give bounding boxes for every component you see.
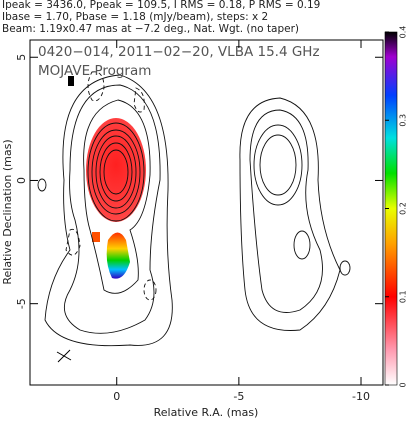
x-tick-label: -10 [352, 390, 370, 403]
x-tick-label: -5 [233, 390, 244, 403]
header-line: Beam: 1.19x0.47 mas at −7.2 deg., Nat. W… [2, 23, 299, 35]
beam [56, 349, 72, 363]
x-tick-label: 0 [113, 390, 120, 403]
header-line: Ibase = 1.70, Pbase = 1.18 (mJy/beam), s… [2, 11, 268, 23]
x-axis-label: Relative R.A. (mas) [154, 406, 259, 419]
y-axis-label: Relative Declination (mas) [1, 139, 14, 284]
y-tick-label: -5 [15, 298, 28, 309]
y-tick-label: 5 [15, 54, 28, 61]
chart-title: 0420−014, 2011−02−20, VLBA 15.4 GHz [38, 44, 320, 60]
colorbar-tick-label: 0.2 [399, 202, 408, 215]
y-tick-label: 0 [15, 177, 28, 184]
chart-subtitle: MOJAVE Program [38, 63, 151, 79]
contours [37, 71, 351, 347]
colorbar-tick-label: 0.3 [399, 114, 408, 127]
colorbar-tick-label: 0 [399, 382, 408, 387]
marker [68, 76, 74, 86]
plot-frame [29, 39, 384, 386]
colorbar-tick-label: 0.4 [399, 26, 408, 39]
header-line: Ipeak = 3436.0, Ppeak = 109.5, I RMS = 0… [2, 0, 320, 11]
colorbar-tick-label: 0.1 [399, 290, 408, 303]
polarization-image [86, 118, 146, 279]
